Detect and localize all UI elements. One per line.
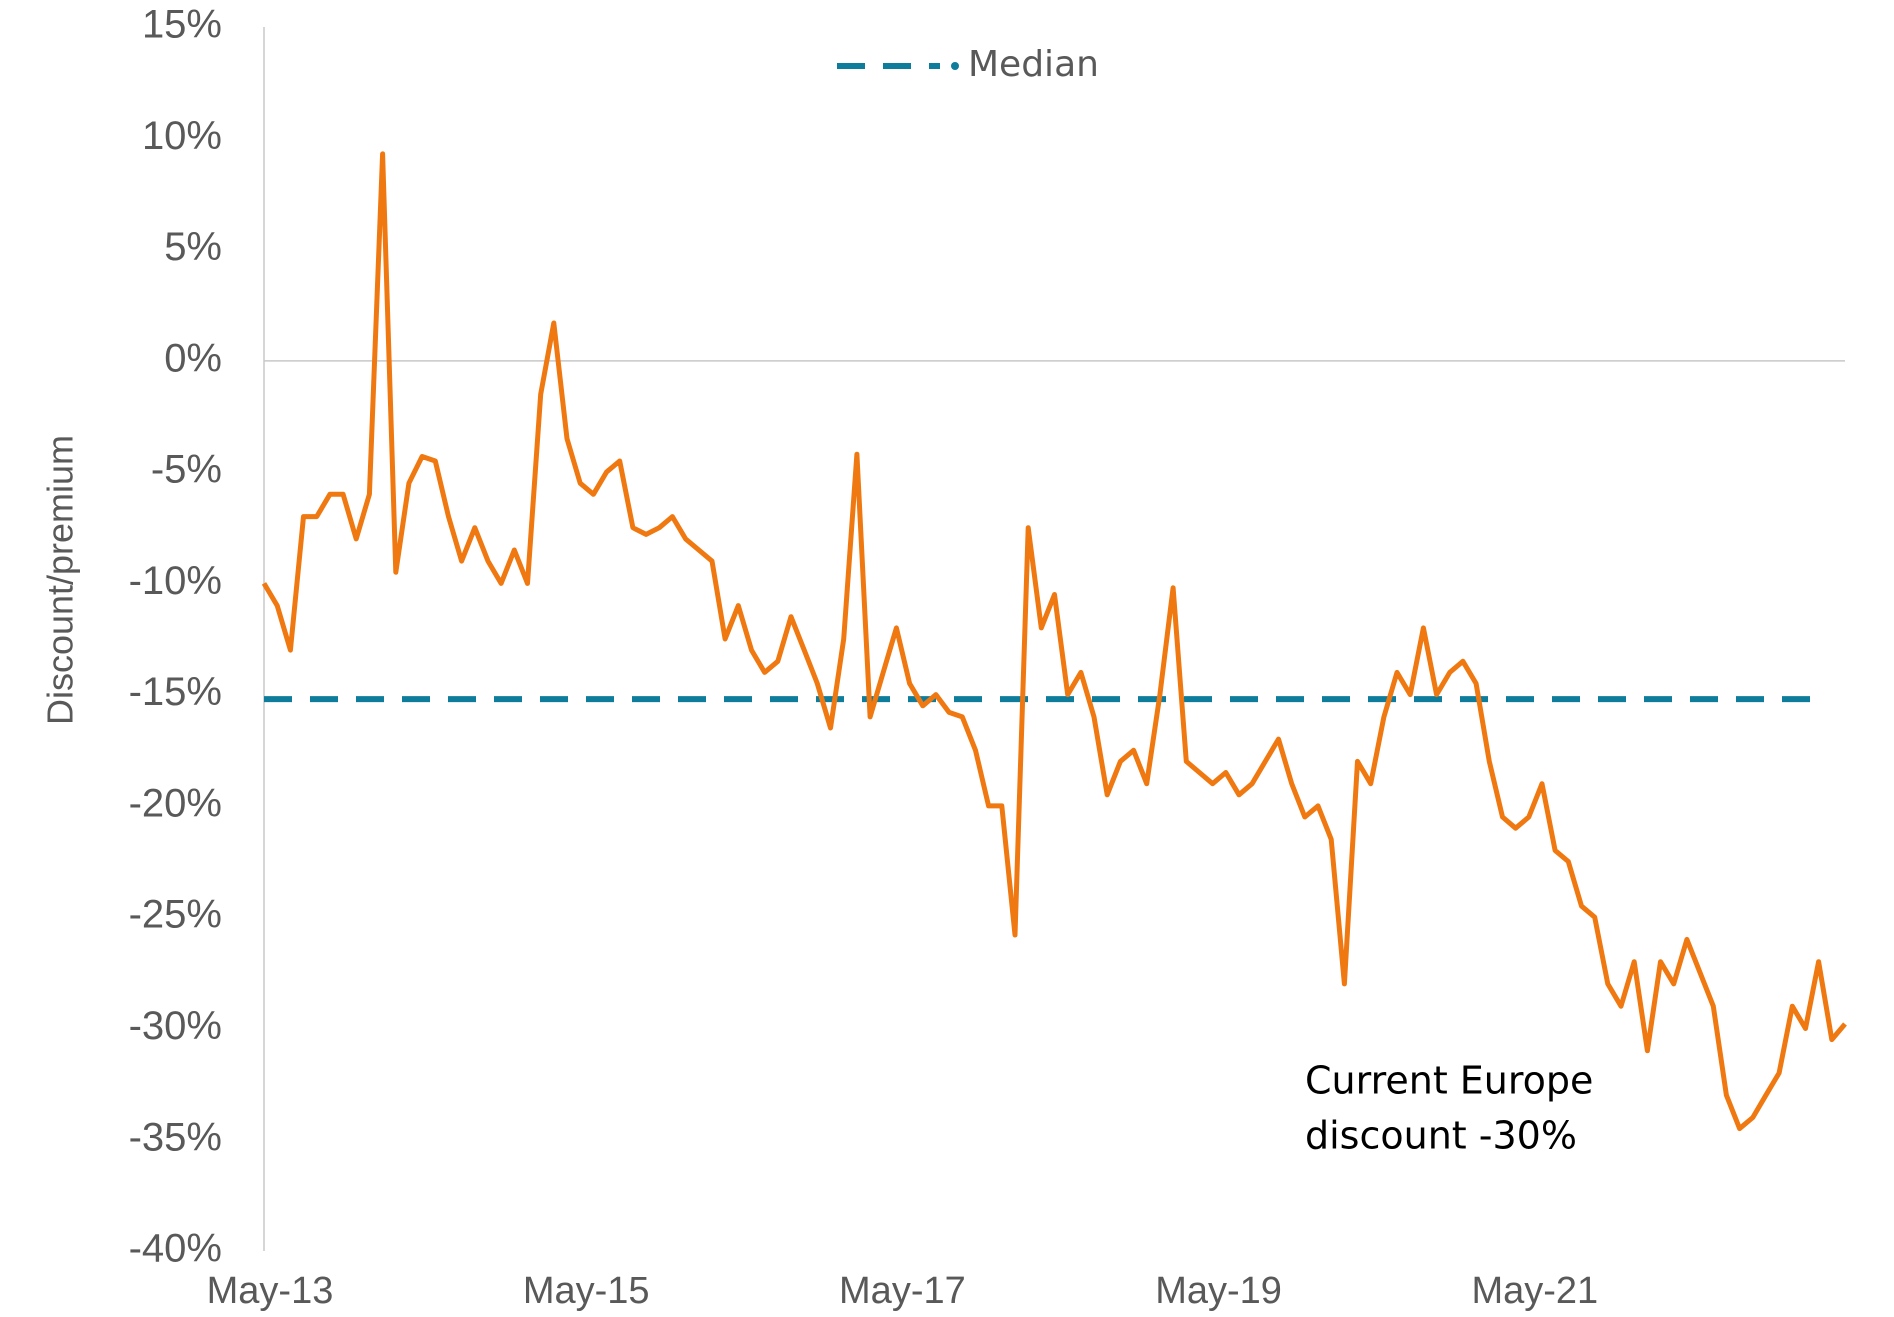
y-tick-label: -5% [151, 448, 222, 492]
x-tick-label: May-21 [1471, 1270, 1598, 1312]
data-line [261, 151, 1847, 1132]
y-tick-label: 10% [142, 114, 222, 158]
y-tick-label: -10% [129, 559, 222, 603]
legend-label: Median [968, 44, 1099, 85]
x-tick-label: May-13 [207, 1270, 334, 1312]
y-tick-label: -25% [129, 893, 222, 937]
y-tick-label: -15% [129, 670, 222, 714]
y-axis-title: Discount/premium [40, 435, 81, 725]
y-tick-label: 5% [164, 225, 222, 269]
y-tick-label: -20% [129, 781, 222, 825]
annotation: discount -30% [1305, 1114, 1577, 1158]
y-tick-label: -35% [129, 1115, 222, 1159]
x-tick-label: May-17 [839, 1270, 966, 1312]
y-tick-label: 0% [164, 336, 222, 380]
y-tick-label: -40% [129, 1227, 222, 1271]
y-tick-label: -30% [129, 1004, 222, 1048]
x-tick-label: May-19 [1155, 1270, 1282, 1312]
x-tick-label: May-15 [523, 1270, 650, 1312]
annotation: Current Europe [1305, 1059, 1593, 1103]
y-tick-label: 15% [142, 3, 222, 47]
legend-swatch-dot [951, 62, 959, 70]
